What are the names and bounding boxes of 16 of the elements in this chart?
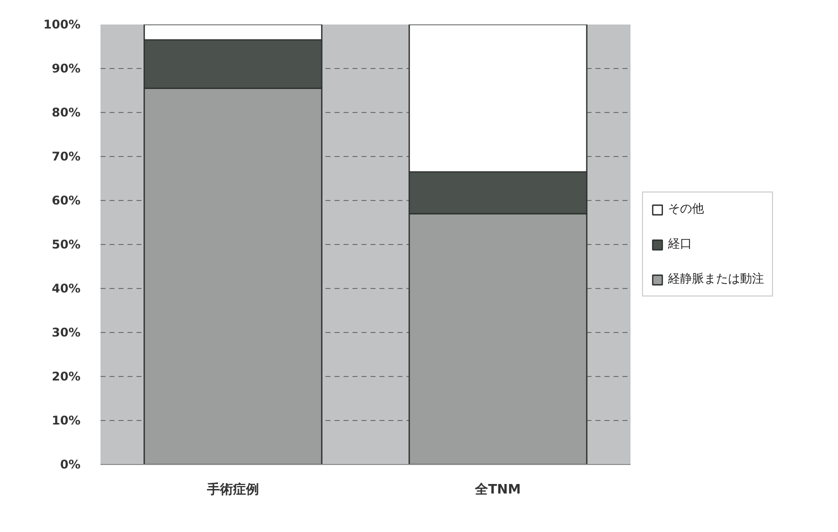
y-tick-label: 50%	[52, 238, 81, 252]
y-tick-label: 100%	[43, 18, 81, 32]
legend-label: 経静脈または動注	[668, 270, 764, 288]
y-tick-label: 20%	[52, 370, 81, 384]
x-tick-label: 手術症例	[206, 482, 259, 498]
y-tick-label: 90%	[52, 62, 81, 76]
legend-label: その他	[668, 200, 704, 218]
y-tick-label: 40%	[52, 282, 81, 296]
x-tick-label: 全TNM	[474, 482, 521, 498]
legend-label: 経口	[668, 236, 692, 252]
y-tick-label: 80%	[52, 106, 81, 120]
y-tick-label: 10%	[52, 414, 81, 428]
y-tick-label: 60%	[52, 194, 81, 208]
y-tick-label: 0%	[60, 458, 80, 472]
y-tick-label: 30%	[52, 326, 81, 340]
y-tick-label: 70%	[52, 150, 81, 164]
